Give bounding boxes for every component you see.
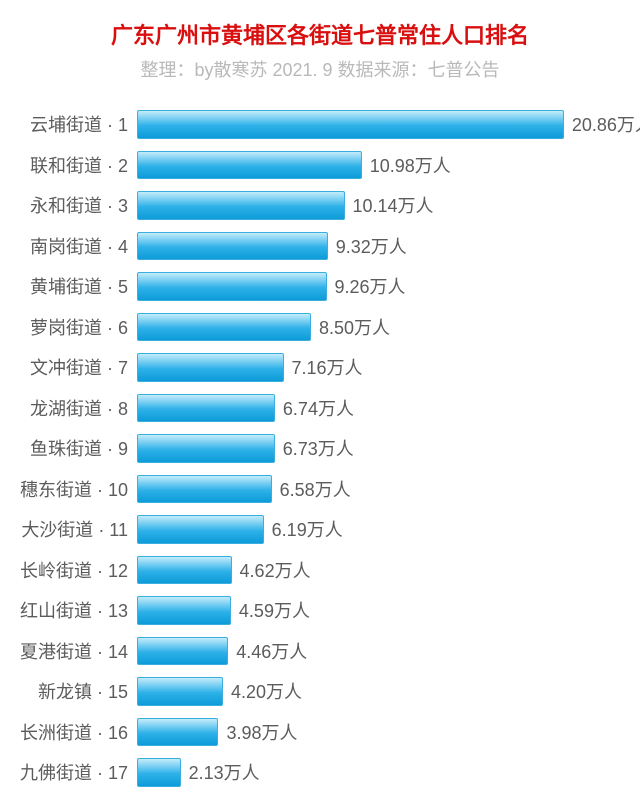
value-label: 7.16万人 <box>292 354 363 380</box>
bar-row: 龙湖街道 · 8 6.74万人 <box>20 388 620 429</box>
bar-row: 云埔街道 · 120.86万人 <box>20 104 620 145</box>
value-label: 4.59万人 <box>239 597 310 623</box>
value-label: 8.50万人 <box>319 314 390 340</box>
category-label: 穗东街道 · 10 <box>20 476 136 502</box>
category-label: 长岭街道 · 12 <box>20 557 136 583</box>
bar-row: 穗东街道 · 10 6.58万人 <box>20 469 620 510</box>
category-label: 文冲街道 · 7 <box>20 354 136 380</box>
bar-area: 2.13万人 <box>136 752 576 793</box>
value-label: 4.62万人 <box>240 557 311 583</box>
bar-row: 新龙镇 · 15 4.20万人 <box>20 671 620 712</box>
bar-area: 9.32万人 <box>136 226 576 267</box>
bar-row: 永和街道 · 3 10.14万人 <box>20 185 620 226</box>
bar-area: 20.86万人 <box>136 104 576 145</box>
category-label: 黄埔街道 · 5 <box>20 273 136 299</box>
category-label: 鱼珠街道 · 9 <box>20 435 136 461</box>
chart-title: 广东广州市黄埔区各街道七普常住人口排名 <box>20 18 620 50</box>
category-label: 云埔街道 · 1 <box>20 111 136 137</box>
value-label: 6.58万人 <box>280 476 351 502</box>
bar <box>137 394 275 423</box>
chart-subtitle: 整理：by散寒苏 2021. 9 数据来源：七普公告 <box>20 56 620 82</box>
bar-area: 6.58万人 <box>136 469 576 510</box>
value-label: 9.32万人 <box>336 233 407 259</box>
value-label: 2.13万人 <box>189 759 260 785</box>
bar-row: 九佛街道 · 17 2.13万人 <box>20 752 620 793</box>
bar-row: 长岭街道 · 12 4.62万人 <box>20 550 620 591</box>
bar <box>137 191 345 220</box>
bar-row: 黄埔街道 · 5 9.26万人 <box>20 266 620 307</box>
bar <box>137 596 231 625</box>
category-label: 永和街道 · 3 <box>20 192 136 218</box>
bar <box>137 758 181 787</box>
value-label: 10.14万人 <box>353 192 434 218</box>
bar <box>137 718 218 747</box>
bar-area: 4.59万人 <box>136 590 576 631</box>
value-label: 9.26万人 <box>335 273 406 299</box>
bar-area: 6.73万人 <box>136 428 576 469</box>
category-label: 南岗街道 · 4 <box>20 233 136 259</box>
bar <box>137 110 564 139</box>
bar-row: 长洲街道 · 16 3.98万人 <box>20 712 620 753</box>
value-label: 6.74万人 <box>283 395 354 421</box>
value-label: 3.98万人 <box>226 719 297 745</box>
bar-area: 7.16万人 <box>136 347 576 388</box>
bar-area: 8.50万人 <box>136 307 576 348</box>
value-label: 6.19万人 <box>272 516 343 542</box>
bar-area: 9.26万人 <box>136 266 576 307</box>
category-label: 联和街道 · 2 <box>20 152 136 178</box>
bar <box>137 515 264 544</box>
bar-row: 联和街道 · 2 10.98万人 <box>20 145 620 186</box>
bar <box>137 272 327 301</box>
category-label: 大沙街道 · 11 <box>20 516 136 542</box>
bar-area: 6.74万人 <box>136 388 576 429</box>
value-label: 4.20万人 <box>231 678 302 704</box>
value-label: 10.98万人 <box>370 152 451 178</box>
bar-row: 萝岗街道 · 6 8.50万人 <box>20 307 620 348</box>
bar-area: 4.20万人 <box>136 671 576 712</box>
bar-row: 南岗街道 · 4 9.32万人 <box>20 226 620 267</box>
bar <box>137 313 311 342</box>
bar <box>137 434 275 463</box>
bar-row: 大沙街道 · 11 6.19万人 <box>20 509 620 550</box>
bar <box>137 556 232 585</box>
bar <box>137 232 328 261</box>
value-label: 4.46万人 <box>236 638 307 664</box>
category-label: 新龙镇 · 15 <box>20 678 136 704</box>
bar-area: 4.62万人 <box>136 550 576 591</box>
bar-rows: 云埔街道 · 120.86万人联和街道 · 210.98万人永和街道 · 310… <box>20 104 620 793</box>
bar <box>137 637 228 666</box>
category-label: 九佛街道 · 17 <box>20 759 136 785</box>
bar-row: 夏港街道 · 14 4.46万人 <box>20 631 620 672</box>
bar-row: 红山街道 · 13 4.59万人 <box>20 590 620 631</box>
bar <box>137 475 272 504</box>
bar-row: 文冲街道 · 7 7.16万人 <box>20 347 620 388</box>
bar <box>137 353 284 382</box>
bar-area: 3.98万人 <box>136 712 576 753</box>
category-label: 萝岗街道 · 6 <box>20 314 136 340</box>
category-label: 红山街道 · 13 <box>20 597 136 623</box>
population-bar-chart: 广东广州市黄埔区各街道七普常住人口排名 整理：by散寒苏 2021. 9 数据来… <box>0 0 640 803</box>
value-label: 20.86万人 <box>572 111 640 137</box>
bar-area: 6.19万人 <box>136 509 576 550</box>
bar-row: 鱼珠街道 · 9 6.73万人 <box>20 428 620 469</box>
value-label: 6.73万人 <box>283 435 354 461</box>
category-label: 夏港街道 · 14 <box>20 638 136 664</box>
bar <box>137 151 362 180</box>
bar-area: 10.14万人 <box>136 185 576 226</box>
bar-area: 4.46万人 <box>136 631 576 672</box>
category-label: 龙湖街道 · 8 <box>20 395 136 421</box>
bar-area: 10.98万人 <box>136 145 576 186</box>
bar <box>137 677 223 706</box>
category-label: 长洲街道 · 16 <box>20 719 136 745</box>
